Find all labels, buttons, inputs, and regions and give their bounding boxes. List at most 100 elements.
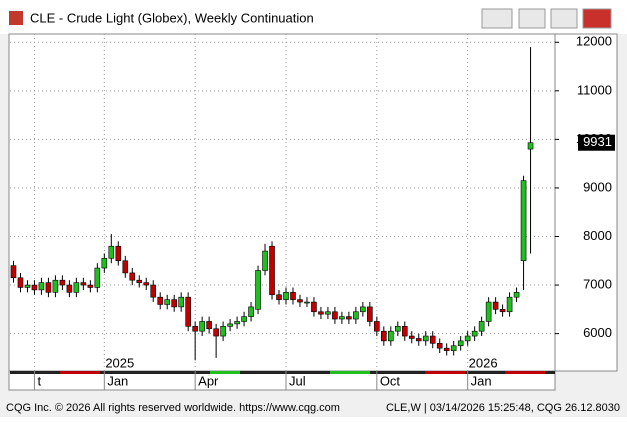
candle-body (94, 267, 101, 288)
session-bar (60, 371, 100, 374)
session-bar (425, 371, 465, 374)
candle-body (192, 326, 198, 332)
candle-body (485, 301, 492, 322)
candle-body (332, 311, 338, 320)
candle-body (304, 301, 310, 304)
y-tick-label: 6000 (583, 325, 612, 340)
year-label: 2025 (105, 355, 134, 370)
candle-body (213, 328, 219, 337)
session-bar (505, 371, 545, 374)
candle-body (171, 299, 177, 308)
candle-body (415, 338, 422, 342)
candle-body (87, 284, 94, 288)
candle-body (52, 279, 59, 293)
candle-body (325, 311, 331, 315)
candle-body (241, 316, 247, 322)
session-bar (330, 371, 370, 374)
candle-body (374, 321, 380, 332)
candle-body (234, 321, 240, 325)
candle-body (17, 277, 24, 288)
last-price-box (578, 134, 615, 151)
year-label: 2026 (469, 355, 498, 370)
candle-body (401, 326, 408, 337)
x-tick-label: Apr (198, 373, 219, 388)
candle-body (129, 272, 136, 281)
candle-body (255, 270, 261, 310)
candle-body (157, 296, 164, 305)
candle-body (150, 284, 157, 298)
candle-body (276, 294, 282, 300)
candle-body (346, 316, 352, 320)
y-tick-label: 7000 (583, 276, 612, 291)
x-tick-label: Jan (471, 373, 492, 388)
candle-body (206, 321, 212, 330)
candle-body (199, 321, 205, 332)
candle-body (353, 311, 359, 320)
candle-body (290, 292, 296, 300)
app-icon (9, 11, 23, 25)
candle-body (527, 142, 534, 150)
x-tick-label: t (37, 373, 41, 388)
candle-body (38, 282, 45, 291)
link-button[interactable] (481, 8, 513, 29)
candle-body (10, 265, 17, 279)
session-bar (10, 371, 555, 374)
last-price-label: 9931 (583, 134, 612, 149)
candle-body (185, 296, 191, 327)
candle-body (108, 245, 115, 259)
candle-body (311, 301, 317, 313)
candle-body (443, 347, 450, 351)
candle-body (457, 340, 464, 347)
candle-body (339, 316, 345, 320)
y-tick-label: 11000 (577, 82, 612, 97)
candle-body (394, 326, 401, 332)
window-title: CLE - Crude Light (Globex), Weekly Conti… (30, 10, 314, 25)
session-bar (210, 371, 240, 374)
candle-body (367, 306, 373, 322)
candle-body (520, 180, 527, 262)
candle-body (80, 282, 87, 286)
candle-body (178, 296, 184, 308)
candle-body (513, 292, 520, 298)
candle-body (408, 335, 415, 339)
footer-right: CLE,W | 03/14/2026 15:25:48, CQG 26.12.8… (386, 402, 620, 414)
candle-body (478, 321, 485, 332)
candle-body (318, 311, 324, 315)
candle-body (499, 309, 506, 313)
minimize-button[interactable] (518, 8, 546, 29)
candle-body (115, 245, 122, 262)
candle-body (227, 323, 233, 327)
candle-body (262, 250, 268, 271)
candle-body (73, 282, 80, 293)
x-tick-label: Jul (289, 373, 306, 388)
x-tick-label: Jan (107, 373, 128, 388)
candle-body (381, 330, 387, 342)
y-tick-label: 12000 (576, 34, 612, 49)
candle-body (136, 279, 143, 283)
candle-body (297, 299, 303, 303)
candle-body (471, 330, 478, 337)
candle-body (59, 279, 66, 286)
candle-body (429, 335, 436, 344)
candle-body (506, 296, 513, 313)
candle-body (436, 343, 443, 349)
candle-body (45, 282, 52, 293)
candle-body (283, 292, 289, 300)
y-tick-label: 9000 (583, 179, 612, 194)
y-tick-label: 8000 (583, 228, 612, 243)
plot-area (8, 33, 556, 372)
candle-body (101, 258, 108, 269)
maximize-button[interactable] (550, 8, 578, 29)
candle-body (269, 245, 275, 296)
close-button[interactable] (582, 8, 612, 29)
candle-body (143, 282, 150, 286)
footer-left: CQG Inc. © 2026 All rights reserved worl… (6, 402, 340, 414)
price-axis (554, 33, 618, 372)
candle-body (464, 335, 471, 342)
candle-body (122, 260, 129, 274)
candle-body (450, 345, 457, 351)
candle-body (220, 326, 226, 337)
x-tick-label: Oct (380, 373, 401, 388)
candle-body (422, 335, 429, 342)
candle-body (24, 284, 31, 288)
